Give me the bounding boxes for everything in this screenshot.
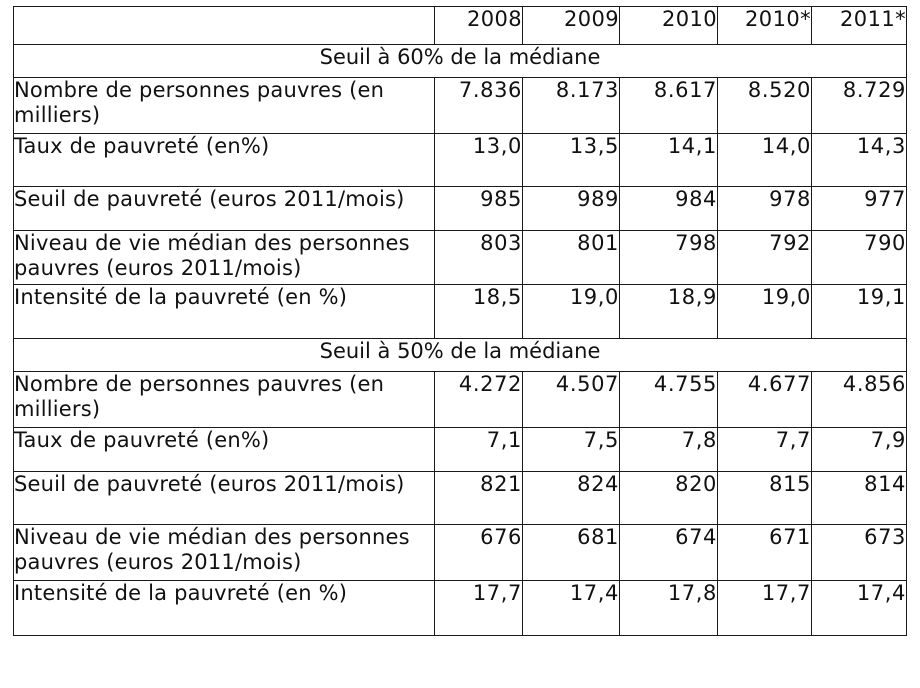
- table-cell: 7,1: [434, 427, 523, 472]
- row-label: Niveau de vie médian des personnes pauvr…: [13, 524, 435, 581]
- table-cell: 4.272: [434, 371, 523, 428]
- table-cell: 8.617: [619, 77, 718, 134]
- table-cell: 8.173: [522, 77, 620, 134]
- table-cell: 4.856: [811, 371, 907, 428]
- table-cell: 814: [811, 471, 907, 525]
- table-cell: 801: [522, 230, 620, 285]
- table-cell: 13,5: [522, 133, 620, 187]
- section-row: Seuil à 60% de la médiane: [13, 44, 907, 78]
- poverty-table: 2008 2009 2010 2010* 2011* Seuil à 60% d…: [13, 6, 907, 636]
- table-row: Intensité de la pauvreté (en %) 17,7 17,…: [13, 580, 907, 636]
- table-cell: 17,7: [434, 580, 523, 636]
- table-cell: 820: [619, 471, 718, 525]
- year-header-2009: 2009: [522, 6, 620, 45]
- table-cell: 821: [434, 471, 523, 525]
- table-cell: 798: [619, 230, 718, 285]
- table-cell: 803: [434, 230, 523, 285]
- table-cell: 7,8: [619, 427, 718, 472]
- table-cell: 8.729: [811, 77, 907, 134]
- table-cell: 17,8: [619, 580, 718, 636]
- row-label: Nombre de personnes pauvres (en milliers…: [13, 77, 435, 134]
- row-label: Seuil de pauvreté (euros 2011/mois): [13, 186, 435, 231]
- table-cell: 824: [522, 471, 620, 525]
- table-cell: 19,1: [811, 284, 907, 339]
- row-label: Intensité de la pauvreté (en %): [13, 580, 435, 636]
- table-cell: 18,9: [619, 284, 718, 339]
- table-cell: 18,5: [434, 284, 523, 339]
- table-cell: 14,1: [619, 133, 718, 187]
- table-row: Seuil de pauvreté (euros 2011/mois) 985 …: [13, 186, 907, 231]
- table-cell: 790: [811, 230, 907, 285]
- table-cell: 7,5: [522, 427, 620, 472]
- table-cell: 8.520: [717, 77, 812, 134]
- table-cell: 17,4: [811, 580, 907, 636]
- row-label: Taux de pauvreté (en%): [13, 427, 435, 472]
- section-row: Seuil à 50% de la médiane: [13, 338, 907, 372]
- table-cell: 17,4: [522, 580, 620, 636]
- row-label: Nombre de personnes pauvres (en milliers…: [13, 371, 435, 428]
- table-cell: 671: [717, 524, 812, 581]
- table-cell: 7.836: [434, 77, 523, 134]
- table-cell: 978: [717, 186, 812, 231]
- row-label: Taux de pauvreté (en%): [13, 133, 435, 187]
- table-cell: 674: [619, 524, 718, 581]
- table-cell: 17,7: [717, 580, 812, 636]
- table-cell: 4.507: [522, 371, 620, 428]
- table-cell: 985: [434, 186, 523, 231]
- table-cell: 4.677: [717, 371, 812, 428]
- table-cell: 4.755: [619, 371, 718, 428]
- table-cell: 681: [522, 524, 620, 581]
- row-label: Seuil de pauvreté (euros 2011/mois): [13, 471, 435, 525]
- table-cell: 673: [811, 524, 907, 581]
- table-cell: 676: [434, 524, 523, 581]
- table-row: Taux de pauvreté (en%) 7,1 7,5 7,8 7,7 7…: [13, 427, 907, 472]
- table-row: Taux de pauvreté (en%) 13,0 13,5 14,1 14…: [13, 133, 907, 187]
- row-label: Intensité de la pauvreté (en %): [13, 284, 435, 339]
- year-header-2010: 2010: [619, 6, 718, 45]
- table-row: Nombre de personnes pauvres (en milliers…: [13, 371, 907, 428]
- table-row: Niveau de vie médian des personnes pauvr…: [13, 230, 907, 285]
- table-cell: 19,0: [522, 284, 620, 339]
- table-row: Seuil de pauvreté (euros 2011/mois) 821 …: [13, 471, 907, 525]
- year-header-2010-star: 2010*: [717, 6, 812, 45]
- table-cell: 977: [811, 186, 907, 231]
- header-row: 2008 2009 2010 2010* 2011*: [13, 6, 907, 45]
- section-title: Seuil à 60% de la médiane: [13, 44, 907, 78]
- table-cell: 14,0: [717, 133, 812, 187]
- table-cell: 989: [522, 186, 620, 231]
- corner-cell: [13, 6, 435, 45]
- table-row: Intensité de la pauvreté (en %) 18,5 19,…: [13, 284, 907, 339]
- table-cell: 792: [717, 230, 812, 285]
- table-cell: 13,0: [434, 133, 523, 187]
- section-title: Seuil à 50% de la médiane: [13, 338, 907, 372]
- table-cell: 7,7: [717, 427, 812, 472]
- table-row: Niveau de vie médian des personnes pauvr…: [13, 524, 907, 581]
- table-cell: 14,3: [811, 133, 907, 187]
- table-container: 2008 2009 2010 2010* 2011* Seuil à 60% d…: [13, 6, 907, 636]
- table-cell: 815: [717, 471, 812, 525]
- table-cell: 19,0: [717, 284, 812, 339]
- table-cell: 984: [619, 186, 718, 231]
- row-label: Niveau de vie médian des personnes pauvr…: [13, 230, 435, 285]
- year-header-2008: 2008: [434, 6, 523, 45]
- year-header-2011-star: 2011*: [811, 6, 907, 45]
- table-cell: 7,9: [811, 427, 907, 472]
- table-row: Nombre de personnes pauvres (en milliers…: [13, 77, 907, 134]
